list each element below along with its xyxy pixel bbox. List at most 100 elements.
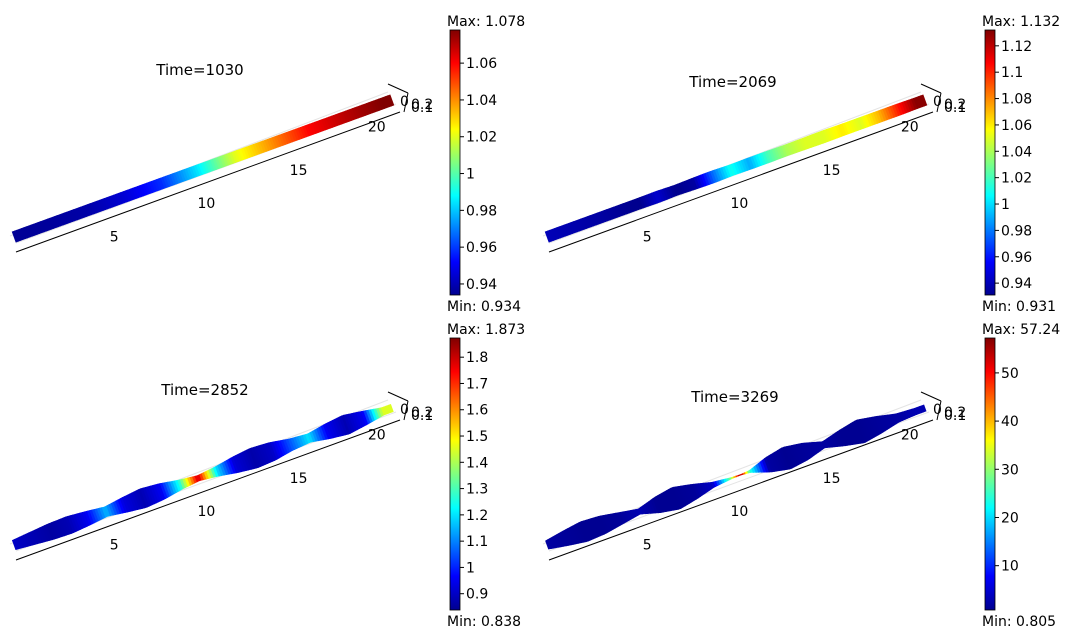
y-axis-line [936,400,942,421]
colorbar-tick-label: 0.98 [466,203,497,219]
x-axis-line [548,419,934,561]
y-axis: 0 0.20.1 [387,83,433,116]
colorbar-min-label: Min: 0.838 [447,614,521,626]
colorbar-tick-label: 1.04 [1001,144,1032,160]
x-tick-label: 20 [368,427,386,443]
colorbar-min-label: Min: 0.931 [982,299,1056,315]
y-tick-label: 0 [400,94,409,110]
x-axis: 5 10 15 20 [548,419,934,561]
rod-surface [11,403,394,551]
y-axis: 0 0.20.1 [920,83,966,116]
colorbar-tick-label: 1.12 [1001,39,1032,55]
y-tick-label: 0.2 [411,97,433,113]
x-axis-line [548,111,934,253]
y-tick-label: 0.2 [411,405,433,421]
chart-title: Time=3269 [690,388,778,406]
colorbar-tick-label: 1.1 [1001,65,1023,81]
colorbar-tick-label: 1.1 [466,534,488,550]
colorbar-gradient [449,29,461,296]
colorbar-tick-label: 1 [1001,197,1010,213]
x-tick-label: 20 [901,427,919,443]
colorbar-tick-label: 1.8 [466,350,488,366]
x-tick-label: 15 [290,471,308,487]
y-axis-line [387,83,409,94]
colorbar-tick-label: 0.9 [466,587,488,603]
x-tick-label: 5 [110,538,119,554]
colorbar-tick-label: 30 [1001,462,1019,478]
rod-segment [387,94,395,107]
colorbar-tick-label: 40 [1001,414,1019,430]
colorbar-tick-label: 1.3 [466,482,488,498]
y-axis-line [920,391,942,402]
x-tick-label: 15 [823,471,841,487]
x-tick-label: 20 [368,119,386,135]
x-axis-line [15,111,401,253]
colorbar-tick-label: 1.06 [1001,118,1032,134]
rod-surface [545,404,927,550]
colorbar-tick-label: 1.04 [466,93,497,109]
y-tick-label: 0.1 [411,408,433,424]
x-tick-label: 10 [197,504,215,520]
colorbar-tick-label: 1.08 [1001,92,1032,108]
colorbar-min-label: Min: 0.805 [982,614,1056,626]
x-tick-label: 15 [290,163,308,179]
colorbar-max-label: Max: 57.24 [982,322,1060,338]
chart-panel-3: 5 10 15 200 0.20.1 Time=2852 [9,381,433,561]
colorbar-4: Max: 57.24 Min: 0.805 10 20 30 40 50 [982,322,1060,626]
y-tick-label: 0.2 [944,405,966,421]
colorbar-tick-label: 0.98 [1001,223,1032,239]
colorbar-tick-label: 0.96 [466,240,497,256]
colorbar-gradient [984,29,996,296]
colorbar-tick-label: 1.4 [466,455,488,471]
x-tick-label: 10 [730,196,748,212]
x-axis-line [15,419,401,561]
colorbar-tick-label: 10 [1001,559,1019,575]
rod-segment [921,404,927,413]
colorbar-tick-label: 1 [466,167,475,183]
colorbar-tick-label: 20 [1001,510,1019,526]
rod-surface [11,94,395,243]
colorbar-tick-label: 1.5 [466,429,488,445]
rod-segment [920,94,928,107]
x-tick-label: 5 [643,230,652,246]
colorbar-tick-label: 1.7 [466,376,488,392]
colorbar-tick-label: 1.02 [1001,171,1032,187]
y-tick-label: 0.1 [411,100,433,116]
colorbar-min-label: Min: 0.934 [447,299,521,315]
y-axis-line [403,92,409,113]
x-axis: 5 10 15 20 [15,111,401,253]
y-axis-line [936,92,942,113]
chart-title: Time=2069 [688,73,776,91]
colorbar-2: Max: 1.132 Min: 0.931 0.94 0.96 0.98 1 1.02 1.0… [982,14,1060,315]
colorbar-tick-label: 0.94 [1001,276,1032,292]
x-tick-label: 20 [901,119,919,135]
colorbar-tick-label: 50 [1001,366,1019,382]
chart-title: Time=1030 [155,61,243,79]
colorbar-tick-label: 1.6 [466,403,488,419]
colorbar-gradient [984,337,996,611]
colorbar-gradient [449,337,461,611]
colorbar-tick-label: 0.96 [1001,250,1032,266]
colorbar-tick-label: 1.02 [466,130,497,146]
colorbar-max-label: Max: 1.078 [447,14,525,30]
rod-surface [544,94,928,243]
colorbar-3: Max: 1.873 Min: 0.838 0.9 1 1.1 1.2 1.3 1.4 1.5 1… [447,322,525,626]
y-tick-label: 0.1 [944,408,966,424]
y-axis-line [403,400,409,421]
y-tick-label: 0.2 [944,97,966,113]
y-tick-label: 0.1 [944,100,966,116]
chart-title: Time=2852 [160,381,248,399]
colorbar-tick-label: 1.06 [466,56,497,72]
x-tick-label: 5 [110,230,119,246]
y-axis: 0 0.20.1 [920,391,966,424]
y-axis: 0 0.20.1 [387,391,433,424]
colorbar-max-label: Max: 1.873 [447,322,525,338]
x-tick-label: 10 [197,196,215,212]
colorbar-tick-label: 1.2 [466,508,488,524]
y-axis-line [387,391,409,402]
rod-segment [387,403,394,413]
